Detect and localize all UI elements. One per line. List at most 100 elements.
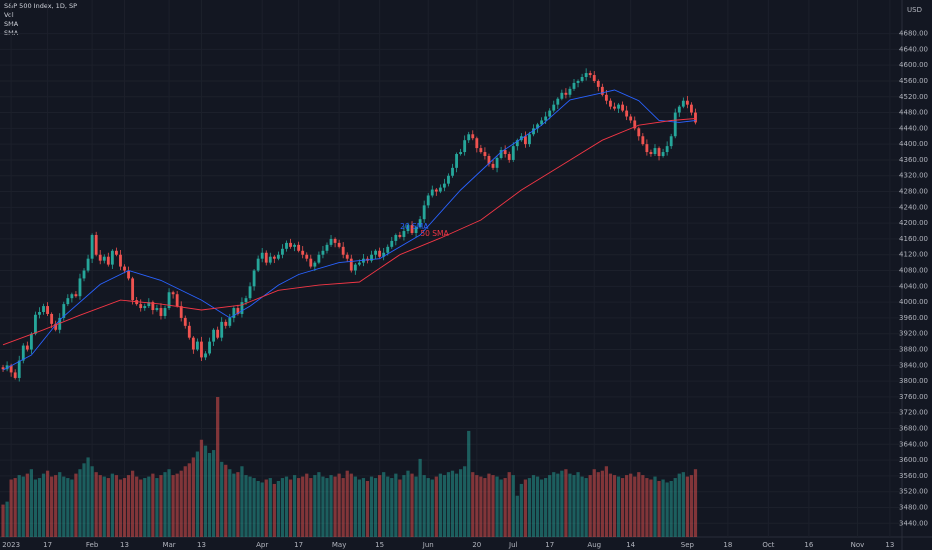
candle-body <box>244 298 248 303</box>
x-tick-label: 16 <box>804 541 813 549</box>
candle-body <box>171 292 175 295</box>
volume-bar <box>139 479 143 537</box>
candle-body <box>613 106 616 109</box>
candle-body <box>349 258 353 271</box>
y-tick-label: 4240.00 <box>899 203 928 211</box>
candle-body <box>370 254 373 261</box>
candle-body <box>499 150 503 158</box>
y-tick-label: 3960.00 <box>899 314 928 322</box>
volume-bar <box>135 476 139 537</box>
candle-body <box>479 148 483 153</box>
candle-body <box>1 367 5 370</box>
volume-bar <box>337 473 341 537</box>
candle-body <box>641 136 645 145</box>
volume-bar <box>187 463 191 537</box>
candle-body <box>179 306 183 318</box>
volume-bar <box>645 478 649 537</box>
volume-bar <box>45 470 50 537</box>
candle-body <box>475 138 479 149</box>
y-tick-label: 4480.00 <box>899 109 928 117</box>
volume-bar <box>612 475 617 537</box>
volume-bar <box>220 461 224 537</box>
candle-body <box>536 124 539 129</box>
volume-bar <box>66 478 70 537</box>
candle-body <box>74 294 78 297</box>
volume-bar <box>1 504 5 537</box>
x-tick-label: 20 <box>472 541 481 549</box>
candle-body <box>337 242 341 247</box>
candle-body <box>123 266 126 271</box>
y-tick-label: 3920.00 <box>899 330 928 338</box>
volume-bar <box>155 478 159 537</box>
candle-body <box>333 238 337 243</box>
candle-body <box>625 110 629 117</box>
volume-bar <box>491 475 495 537</box>
volume-bar <box>507 472 511 537</box>
candle-body <box>532 128 535 135</box>
candle-body <box>556 98 560 105</box>
volume-bar <box>325 478 329 537</box>
volume-bar <box>5 501 9 537</box>
y-tick-label: 4560.00 <box>899 77 928 85</box>
candle-body <box>34 314 37 334</box>
candle-body <box>617 104 620 109</box>
candle-body <box>507 154 511 160</box>
candle-body <box>523 136 527 145</box>
volume-bar <box>625 475 629 537</box>
candle-body <box>690 104 693 113</box>
candle-body <box>390 240 394 247</box>
volume-bar <box>620 478 625 537</box>
volume-bar <box>130 470 135 537</box>
volume-bar <box>588 475 592 537</box>
candle-body <box>528 134 531 145</box>
candle-body <box>216 329 220 338</box>
volume-bar <box>576 472 580 537</box>
candle-body <box>552 104 556 111</box>
volume-bar <box>288 479 293 537</box>
volume-bar <box>167 469 171 537</box>
volume-bar <box>86 457 90 537</box>
volume-bar <box>503 478 507 537</box>
candle-body <box>325 244 329 251</box>
candle-body <box>139 304 143 309</box>
candle-body <box>220 321 224 338</box>
x-tick-label: 15 <box>375 541 384 549</box>
candle-body <box>341 246 345 255</box>
volume-bar <box>689 475 694 537</box>
candle-body <box>183 317 187 326</box>
volume-bar <box>309 478 313 537</box>
volume-bar <box>511 475 515 537</box>
candle-body <box>208 341 211 354</box>
candle-body <box>495 157 499 168</box>
volume-bar <box>604 466 609 537</box>
candle-body <box>467 134 471 141</box>
candle-body <box>289 242 292 247</box>
candle-body <box>345 254 349 259</box>
x-tick-label: Aug <box>587 541 601 549</box>
candle-body <box>580 77 584 81</box>
y-tick-label: 4160.00 <box>899 235 928 243</box>
volume-bar <box>151 473 155 537</box>
candle-body <box>681 100 685 107</box>
sma-line <box>2 118 696 346</box>
volume-bar <box>58 472 62 537</box>
candle-body <box>677 106 681 113</box>
volume-bar <box>390 478 394 537</box>
candle-body <box>633 120 637 129</box>
volume-bar <box>434 476 438 537</box>
x-tick-label: 18 <box>723 541 732 549</box>
volume-bar <box>673 478 677 537</box>
overlays <box>2 89 696 371</box>
candle-body <box>232 308 236 318</box>
volume-bar <box>25 473 29 537</box>
volume-bar <box>240 466 244 537</box>
x-tick-label: 13 <box>885 541 894 549</box>
candle-body <box>293 244 297 247</box>
volume-bar <box>552 472 556 537</box>
volume-bar <box>450 470 455 537</box>
volume-bar <box>183 466 187 537</box>
y-tick-label: 4040.00 <box>899 282 928 290</box>
candle-body <box>167 292 171 309</box>
x-tick-label: Jul <box>508 541 518 549</box>
candle-body <box>94 234 98 255</box>
